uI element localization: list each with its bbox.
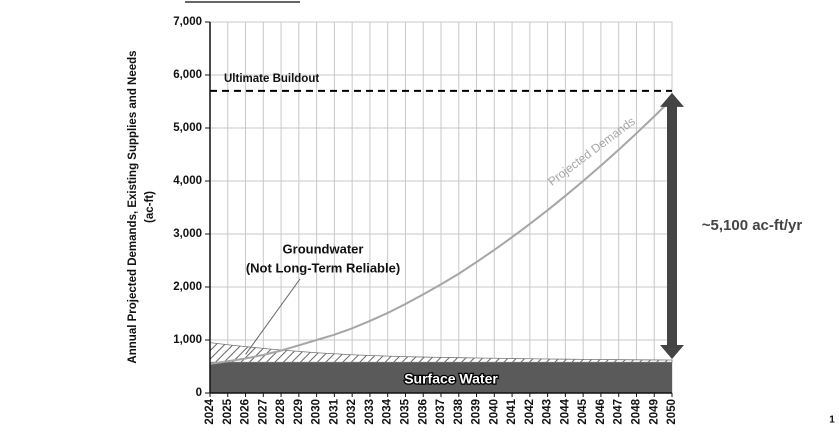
x-tick-label: 2036 [417,399,429,425]
x-tick-label: 2025 [222,398,234,424]
x-tick-label: 2031 [328,398,340,424]
x-tick-label: 2049 [648,399,660,425]
y-tick-label: 3,000 [173,228,202,240]
gap-label: ~5,100 ac-ft/yr [702,217,803,234]
y-tick-label: 6,000 [173,69,202,81]
grid [209,21,673,394]
x-tick-label: 2033 [364,399,376,425]
area-label: Groundwater [283,241,364,256]
demand-line [209,98,673,365]
reference-label: Ultimate Buildout [224,73,319,85]
x-tick-label: 2038 [453,398,465,424]
x-tick-label: 2048 [630,398,642,424]
x-tick-label: 2039 [471,399,483,425]
area-label: Surface Water [404,370,498,386]
x-tick-label: 2026 [240,399,252,425]
x-tick-label: 2042 [524,399,536,425]
x-tick-label: 2028 [275,398,287,424]
x-tick-label: 2040 [488,399,500,425]
leader-line [245,278,301,355]
x-tick-label: 2034 [382,398,394,424]
x-tick-label: 2024 [204,398,216,424]
x-tick-label: 2030 [311,399,323,425]
y-tick-label: 5,000 [173,122,202,134]
area-note: (Not Long-Term Reliable) [246,260,400,275]
x-tick-label: 2037 [435,399,447,425]
y-tick-label: 2,000 [173,281,202,293]
y-axis-title: (ac-ft) [144,191,156,223]
gap-arrow [660,92,684,360]
y-tick-label: 4,000 [173,175,202,187]
x-tick-label: 2045 [577,398,589,424]
x-tick-label: 2035 [399,398,411,424]
page-number: 1 [829,415,835,426]
stacked-area [210,362,672,393]
x-tick-label: 2050 [666,399,678,425]
x-tick-label: 2027 [257,399,269,425]
x-tick-label: 2032 [346,399,358,425]
y-tick-label: 7,000 [173,16,202,28]
x-tick-label: 2046 [595,399,607,425]
y-tick-label: 0 [196,387,202,399]
x-tick-label: 2044 [559,398,571,424]
y-axis-title: Annual Projected Demands, Existing Suppl… [127,50,139,363]
axes: 0 1,000 2,000 3,000 4,000 5,000 6,000 7,000 2024… [173,16,678,425]
x-tick-label: 2043 [542,399,554,425]
x-tick-label: 2047 [613,399,625,425]
x-tick-label: 2029 [293,399,305,425]
stacked-area [209,342,673,363]
y-tick-label: 1,000 [173,334,202,346]
x-tick-label: 2041 [506,398,518,424]
